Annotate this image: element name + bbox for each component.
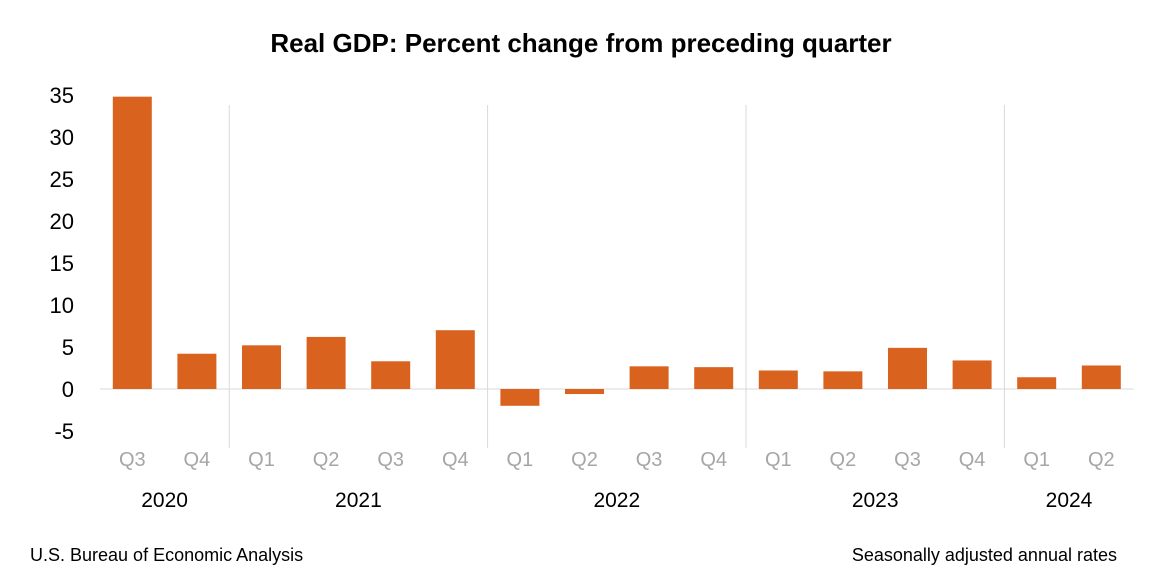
- bar: [823, 371, 863, 389]
- quarter-label: Q2: [1088, 449, 1115, 471]
- quarter-label: Q2: [830, 449, 857, 471]
- bar: [306, 336, 346, 389]
- quarter-label: Q1: [1023, 449, 1050, 471]
- y-tick-label: 5: [62, 335, 74, 360]
- bar: [500, 389, 540, 406]
- quarter-label: Q3: [894, 449, 921, 471]
- y-tick-label: 35: [50, 83, 74, 108]
- y-tick-label: 25: [50, 167, 74, 192]
- y-tick-label: 0: [62, 377, 74, 402]
- bar: [694, 367, 734, 389]
- year-label: 2020: [141, 489, 188, 512]
- bar: [242, 345, 281, 389]
- y-tick-label: 30: [50, 125, 74, 150]
- bar: [1017, 377, 1057, 389]
- quarter-label: Q2: [313, 449, 340, 471]
- y-tick-label: 20: [50, 209, 74, 234]
- quarter-label: Q1: [248, 449, 275, 471]
- year-label: 2023: [852, 489, 899, 512]
- y-tick-label: 10: [50, 293, 74, 318]
- year-label: 2022: [593, 489, 640, 512]
- rates-note: Seasonally adjusted annual rates: [851, 545, 1117, 565]
- quarter-label: Q4: [700, 449, 727, 471]
- quarter-label: Q1: [507, 449, 534, 471]
- bar: [758, 370, 798, 389]
- chart-title: Real GDP: Percent change from preceding …: [270, 28, 892, 58]
- bar: [177, 353, 217, 389]
- year-label: 2021: [335, 489, 382, 512]
- quarter-label: Q2: [571, 449, 598, 471]
- y-tick-label: 15: [50, 251, 74, 276]
- bar: [435, 330, 475, 389]
- quarter-label: Q1: [765, 449, 792, 471]
- bar: [952, 360, 992, 389]
- quarter-label: Q4: [442, 449, 469, 471]
- bar: [629, 366, 669, 389]
- year-label: 2024: [1046, 489, 1093, 512]
- quarter-label: Q3: [119, 449, 146, 471]
- bar: [1081, 365, 1121, 389]
- quarter-label: Q3: [377, 449, 404, 471]
- bar: [565, 389, 604, 395]
- bar: [888, 347, 927, 389]
- quarter-label: Q3: [636, 449, 663, 471]
- source-note: U.S. Bureau of Economic Analysis: [30, 545, 304, 565]
- quarter-label: Q4: [959, 449, 986, 471]
- quarter-label: Q4: [184, 449, 211, 471]
- y-tick-label: -5: [54, 419, 74, 444]
- bar: [112, 96, 152, 390]
- bar: [371, 361, 411, 389]
